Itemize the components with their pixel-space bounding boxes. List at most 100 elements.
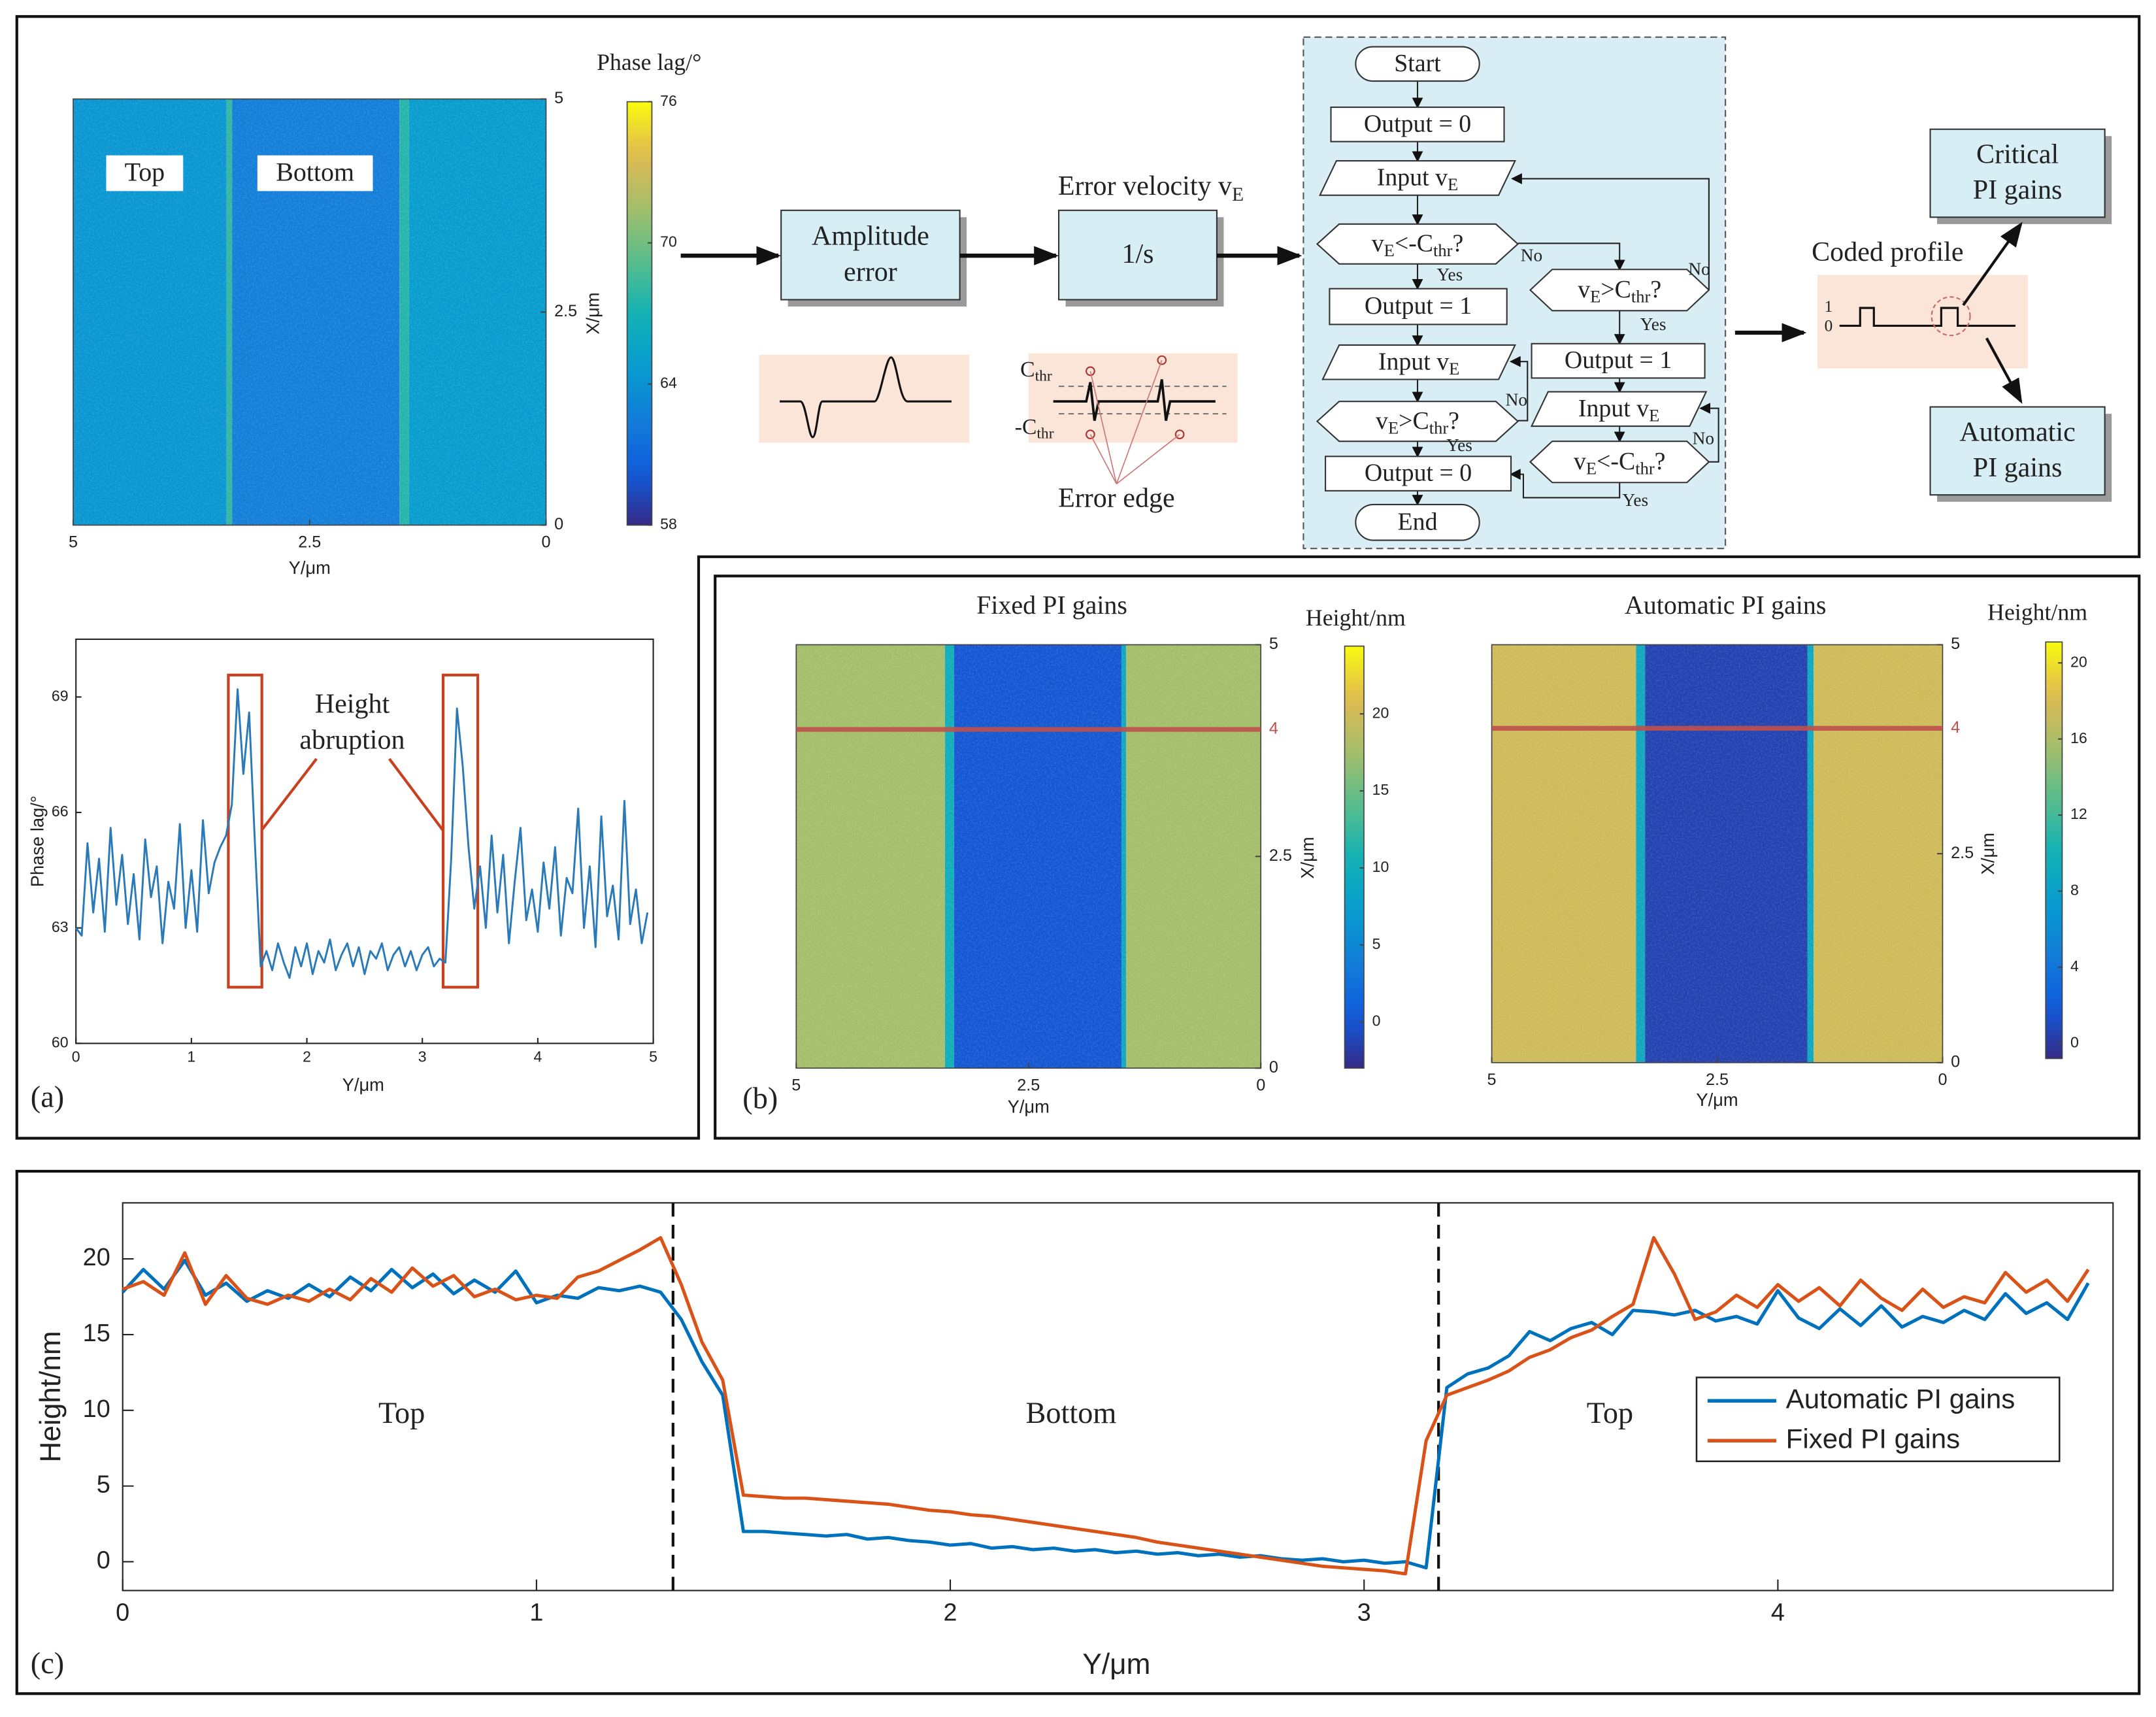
threshold-label: Cthr — [1020, 358, 1052, 385]
series-line — [75, 688, 649, 979]
y-tick-label: 15 — [83, 1320, 110, 1347]
flow-node-label-part: ? — [1448, 407, 1459, 434]
flow-process — [1325, 456, 1512, 492]
flow-node-label-part: v — [1372, 229, 1384, 257]
marker-label: 4 — [1951, 718, 1960, 737]
colorbar-tick-label: 0 — [1372, 1012, 1381, 1029]
flow-node-label: Input vE — [1377, 163, 1458, 194]
y-tick-label: 60 — [52, 1034, 69, 1051]
legend-box — [1695, 1376, 2061, 1463]
flow-process — [1330, 107, 1505, 142]
threshold-label-part: thr — [1035, 368, 1052, 385]
flow-decision — [1316, 401, 1519, 442]
y-tick-label: 5 — [97, 1471, 110, 1499]
colorbar-tick-label: 4 — [2070, 958, 2079, 975]
flow-node-label: End — [1398, 508, 1438, 535]
heatmap-texture — [796, 644, 1261, 1069]
x-axis-label: Y/μm — [1696, 1090, 1738, 1110]
y-tick-label: 63 — [52, 918, 69, 935]
y-tick-label: 0 — [1951, 1053, 1960, 1071]
flow-io — [1321, 344, 1517, 380]
x-tick-label: 0 — [72, 1048, 80, 1065]
y-axis-label: Height/nm — [35, 1331, 67, 1462]
branch-label: Yes — [1446, 435, 1472, 455]
block-caption-part: Error velocity v — [1058, 171, 1233, 201]
panel-label: (b) — [742, 1082, 778, 1115]
branch-label: Yes — [1640, 314, 1667, 334]
x-tick-label: 1 — [187, 1048, 195, 1065]
y-tick-label: 2.5 — [1269, 846, 1292, 865]
flow-node-label-part: ? — [1650, 276, 1661, 303]
colorbar-tick-label: 64 — [660, 375, 677, 392]
flow-terminal — [1355, 46, 1480, 82]
flow-node-label: vE<-Cthr? — [1372, 229, 1464, 260]
y-tick-label: 5 — [1951, 635, 1960, 653]
panel-label: (a) — [31, 1080, 64, 1114]
flow-node-label: Output = 0 — [1364, 110, 1471, 137]
block-caption: Error velocity vE — [1058, 171, 1244, 205]
heatmap-texture — [1491, 644, 1943, 1063]
flow-connector — [1509, 356, 1529, 422]
edge-pointer — [1116, 433, 1180, 485]
y-tick-label: 2.5 — [554, 302, 577, 320]
y-axis-label: X/μm — [1297, 837, 1318, 878]
inset — [1817, 275, 2028, 369]
block-label: 1/s — [1121, 239, 1153, 269]
flow-decision — [1316, 223, 1519, 265]
flow-node-label: vE<-Cthr? — [1574, 447, 1666, 478]
highlight-box — [441, 673, 480, 989]
series-line — [121, 1258, 2090, 1570]
y-tick-label: 69 — [52, 687, 69, 704]
inset — [759, 354, 970, 443]
x-tick-label: 0 — [1938, 1071, 1947, 1089]
block-label: PI gains — [1973, 453, 2063, 483]
edge-pointer — [1089, 371, 1118, 484]
flow-node-label-part: >C — [1600, 276, 1631, 303]
x-tick-label: 2.5 — [298, 533, 321, 551]
x-tick-label: 4 — [533, 1048, 542, 1065]
edge-marker — [1174, 429, 1185, 439]
flow-node-label-part: ? — [1655, 447, 1666, 475]
flow-node-label-part: v — [1376, 407, 1388, 434]
region-label-box — [257, 155, 373, 192]
flow-arrow — [1962, 222, 2023, 307]
flow-node-label-part: E — [1448, 175, 1458, 194]
flow-process — [1329, 288, 1508, 325]
panel-a-frame — [15, 15, 2141, 1140]
block — [1929, 128, 2106, 218]
inset-caption: Coded profile — [1812, 237, 1963, 267]
flow-node-label-part: Start — [1394, 50, 1441, 77]
y-tick-label: 10 — [83, 1395, 110, 1423]
profile-focus — [1931, 296, 1971, 337]
flow-io — [1530, 391, 1708, 427]
flow-node-label-part: thr — [1631, 287, 1651, 307]
y-tick-label: 0 — [554, 515, 563, 533]
edge-pointer — [1089, 434, 1118, 484]
x-tick-label: 5 — [791, 1076, 801, 1094]
annotation: Height — [315, 690, 390, 720]
colorbar-tick-label: 12 — [2070, 805, 2087, 822]
region-label-box — [106, 155, 184, 192]
y-tick-label: 20 — [83, 1244, 110, 1271]
block-label: Critical — [1976, 139, 2059, 169]
x-tick-label: 5 — [69, 533, 78, 551]
annotation-leader — [260, 758, 318, 831]
annotation: abruption — [299, 725, 405, 755]
edge-pointer — [1116, 359, 1163, 484]
colorbar-tick-label: 0 — [2070, 1033, 2079, 1050]
colorbar-tick-label: 16 — [2070, 729, 2087, 746]
colorbar-title: Height/nm — [1306, 605, 1406, 631]
colorbar-tick-label: 20 — [2070, 653, 2087, 670]
flow-connector — [1699, 403, 1719, 463]
branch-label: No — [1688, 259, 1710, 279]
branch-label: Yes — [1436, 265, 1463, 284]
x-tick-label: 1 — [529, 1599, 543, 1626]
colorbar-tick-label: 70 — [660, 233, 677, 250]
y-axis-label: X/μm — [1978, 833, 1998, 875]
colorbar — [2045, 641, 2063, 1059]
flow-node-label-part: thr — [1433, 241, 1453, 260]
flow-node-label: Output = 1 — [1565, 346, 1672, 374]
edge-marker — [1086, 429, 1095, 439]
